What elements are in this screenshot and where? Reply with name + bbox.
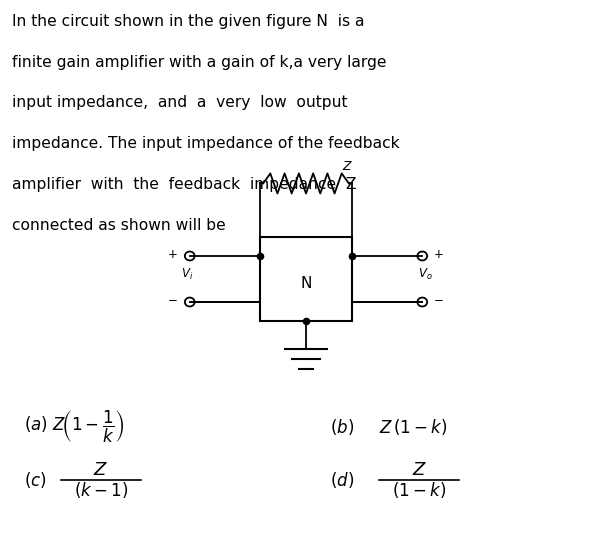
Text: finite gain amplifier with a gain of k,a very large: finite gain amplifier with a gain of k,a… — [12, 55, 387, 70]
Text: $Z$: $Z$ — [412, 461, 427, 479]
Text: $(k-1)$: $(k-1)$ — [74, 480, 128, 500]
Text: amplifier  with  the  feedback  impedance  Z: amplifier with the feedback impedance Z — [12, 177, 357, 192]
Point — [347, 252, 357, 261]
Point — [255, 252, 265, 261]
Text: $Z\,(1-k)$: $Z\,(1-k)$ — [379, 417, 448, 437]
Text: +: + — [433, 248, 443, 261]
Text: $V_i$: $V_i$ — [181, 267, 193, 282]
Text: $V_o$: $V_o$ — [418, 267, 433, 282]
Text: impedance. The input impedance of the feedback: impedance. The input impedance of the fe… — [12, 136, 400, 151]
Text: −: − — [168, 295, 177, 307]
Text: connected as shown will be: connected as shown will be — [12, 218, 226, 233]
Text: +: + — [168, 248, 177, 261]
Text: Z: Z — [343, 160, 351, 174]
Text: $(b)$: $(b)$ — [330, 417, 354, 437]
Text: $(a)\ Z\!\left(1-\dfrac{1}{k}\right)$: $(a)\ Z\!\left(1-\dfrac{1}{k}\right)$ — [24, 409, 125, 445]
Text: $Z$: $Z$ — [94, 461, 108, 479]
Text: input impedance,  and  a  very  low  output: input impedance, and a very low output — [12, 95, 348, 110]
Text: $(1-k)$: $(1-k)$ — [392, 480, 446, 500]
Bar — [260, 237, 352, 321]
Text: N: N — [300, 276, 312, 291]
Text: $(d)$: $(d)$ — [330, 470, 354, 490]
Text: −: − — [433, 295, 443, 307]
Text: In the circuit shown in the given figure N  is a: In the circuit shown in the given figure… — [12, 14, 365, 29]
Point — [301, 316, 311, 325]
Text: $(c)$: $(c)$ — [24, 470, 47, 490]
